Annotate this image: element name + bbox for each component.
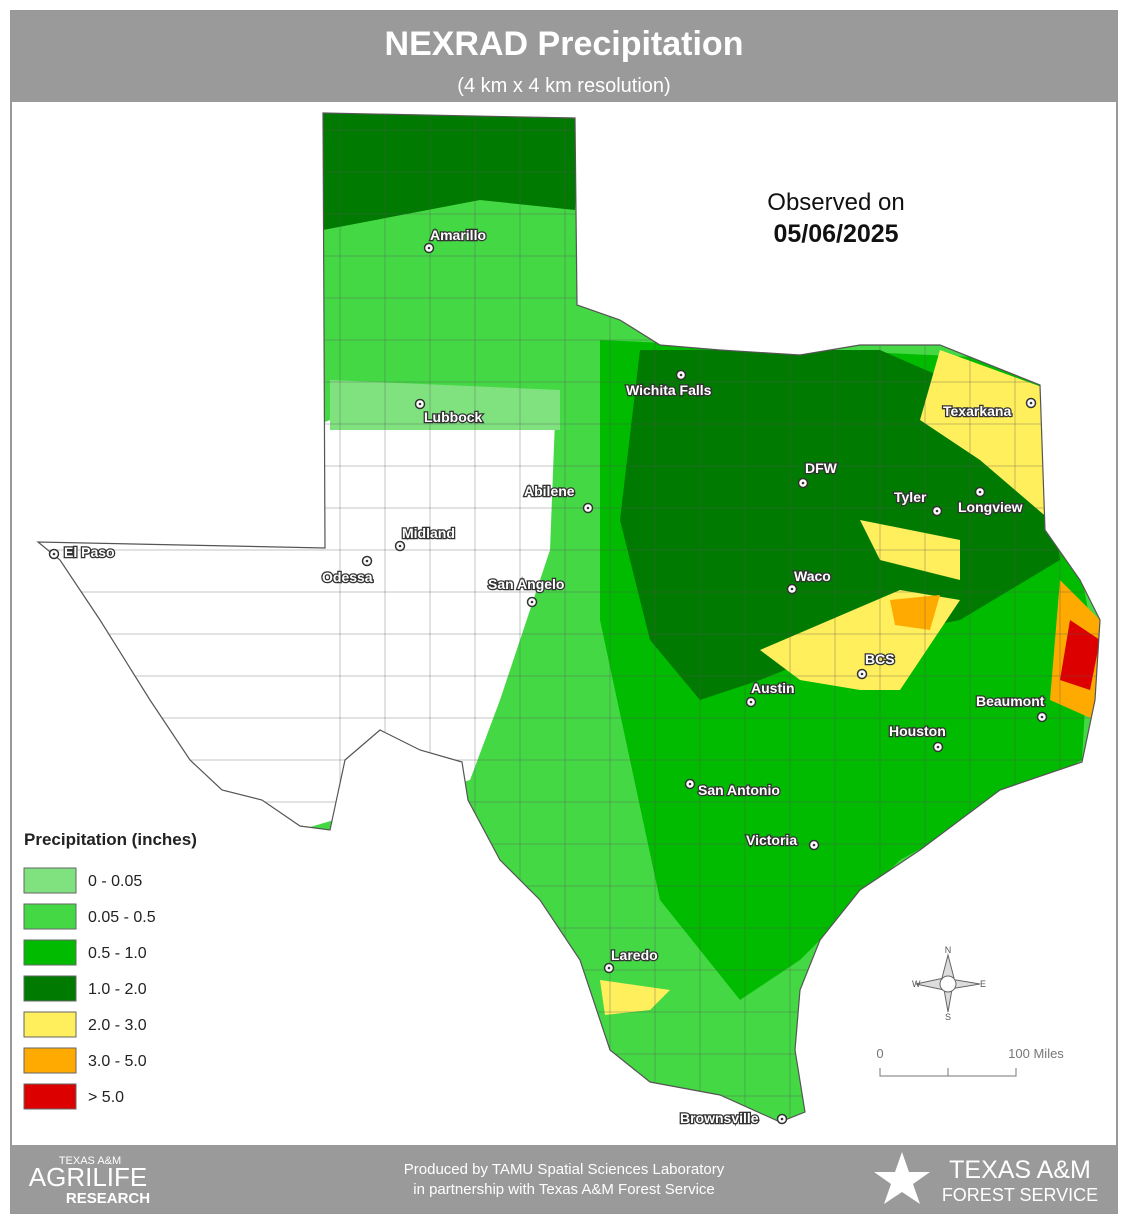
legend-label: 3.0 - 5.0 — [88, 1053, 147, 1070]
legend-swatch — [23, 903, 77, 930]
legend-label: 0 - 0.05 — [88, 873, 142, 890]
city-label: San Antonio — [698, 782, 780, 798]
scale-start: 0 — [876, 1046, 883, 1061]
observed-date: 05/06/2025 — [773, 220, 898, 248]
city-dot — [1029, 401, 1033, 405]
city-label: Tyler — [894, 489, 927, 505]
left-logo-2: AGRILIFE — [29, 1162, 147, 1192]
city-label: Longview — [958, 499, 1023, 515]
city-dot — [935, 509, 939, 513]
city-label: Victoria — [746, 832, 797, 848]
city-dot — [607, 966, 611, 970]
city-label: Wichita Falls — [626, 382, 712, 398]
city-dot — [688, 782, 692, 786]
title: NEXRAD Precipitation — [385, 25, 744, 63]
footer-line2: in partnership with Texas A&M Forest Ser… — [413, 1181, 715, 1198]
city-label: BCS — [865, 651, 895, 667]
legend-swatch — [23, 1047, 77, 1074]
footer-bar — [12, 1145, 1116, 1212]
city-dot — [1040, 715, 1044, 719]
compass-s: S — [945, 1012, 951, 1022]
legend-label: 1.0 - 2.0 — [88, 981, 147, 998]
area-high — [890, 580, 1100, 720]
scale-bar — [879, 1068, 1017, 1077]
city-dot — [52, 552, 56, 556]
area-extreme — [1060, 620, 1100, 690]
city-label: San Angelo — [488, 576, 565, 592]
area-heavy-pan — [323, 113, 580, 230]
city-dot — [749, 700, 753, 704]
city-label: Texarkana — [943, 403, 1011, 419]
legend-swatch — [23, 975, 77, 1002]
city-label: DFW — [805, 460, 838, 476]
scale-end: 100 Miles — [1008, 1046, 1064, 1061]
compass-e: E — [980, 979, 986, 989]
header-bar — [12, 12, 1116, 102]
legend-swatch — [23, 867, 77, 894]
legend-swatch — [23, 1083, 77, 1110]
legend: 0 - 0.05 0.05 - 0.5 0.5 - 1.0 1.0 - 2.0 2.0 … — [23, 867, 156, 1110]
city-dot — [586, 506, 590, 510]
subtitle: (4 km x 4 km resolution) — [457, 75, 670, 97]
city-label: Amarillo — [430, 227, 486, 243]
city-label: Waco — [794, 568, 831, 584]
area-moderate — [760, 350, 1050, 690]
legend-title: Precipitation (inches) — [24, 830, 197, 849]
left-logo-1: TEXAS A&M — [59, 1155, 121, 1167]
city-dot — [790, 587, 794, 591]
city-dot — [365, 559, 369, 563]
city-dot — [978, 490, 982, 494]
legend-swatch — [23, 939, 77, 966]
city-dot — [398, 544, 402, 548]
city-label: El Paso — [64, 544, 115, 560]
city-label: Beaumont — [976, 693, 1045, 709]
right-logo-1: TEXAS A&M — [949, 1156, 1091, 1184]
city-dot — [801, 481, 805, 485]
city-dot — [679, 373, 683, 377]
left-logo-3: RESEARCH — [66, 1190, 150, 1207]
city-label: Laredo — [611, 947, 658, 963]
legend-label: 2.0 - 3.0 — [88, 1017, 147, 1034]
city-dot — [860, 672, 864, 676]
star-logo — [874, 1152, 930, 1204]
legend-label: 0.5 - 1.0 — [88, 945, 147, 962]
city-label: Austin — [751, 680, 795, 696]
city-label: Abilene — [524, 483, 575, 499]
city-dot — [780, 1117, 784, 1121]
area-south — [600, 980, 670, 1015]
legend-label: > 5.0 — [88, 1089, 124, 1106]
compass-n: N — [945, 945, 952, 955]
city-dot — [418, 402, 422, 406]
footer-line1: Produced by TAMU Spatial Sciences Labora… — [404, 1161, 725, 1178]
city-dot — [530, 600, 534, 604]
right-logo-2: FOREST SERVICE — [942, 1185, 1098, 1205]
legend-label: 0.05 - 0.5 — [88, 909, 156, 926]
legend-swatch — [23, 1011, 77, 1038]
city-label: Odessa — [322, 569, 373, 585]
city-label: Midland — [402, 525, 455, 541]
city-dot — [936, 745, 940, 749]
area-trace — [330, 380, 560, 430]
compass — [915, 953, 981, 1013]
observed-label: Observed on — [767, 189, 904, 216]
city-dot — [427, 246, 431, 250]
compass-w: W — [912, 979, 921, 989]
city-dot — [812, 843, 816, 847]
city-label: Houston — [889, 723, 946, 739]
city-label: Lubbock — [424, 409, 483, 425]
city-label: Brownsville — [680, 1110, 759, 1126]
